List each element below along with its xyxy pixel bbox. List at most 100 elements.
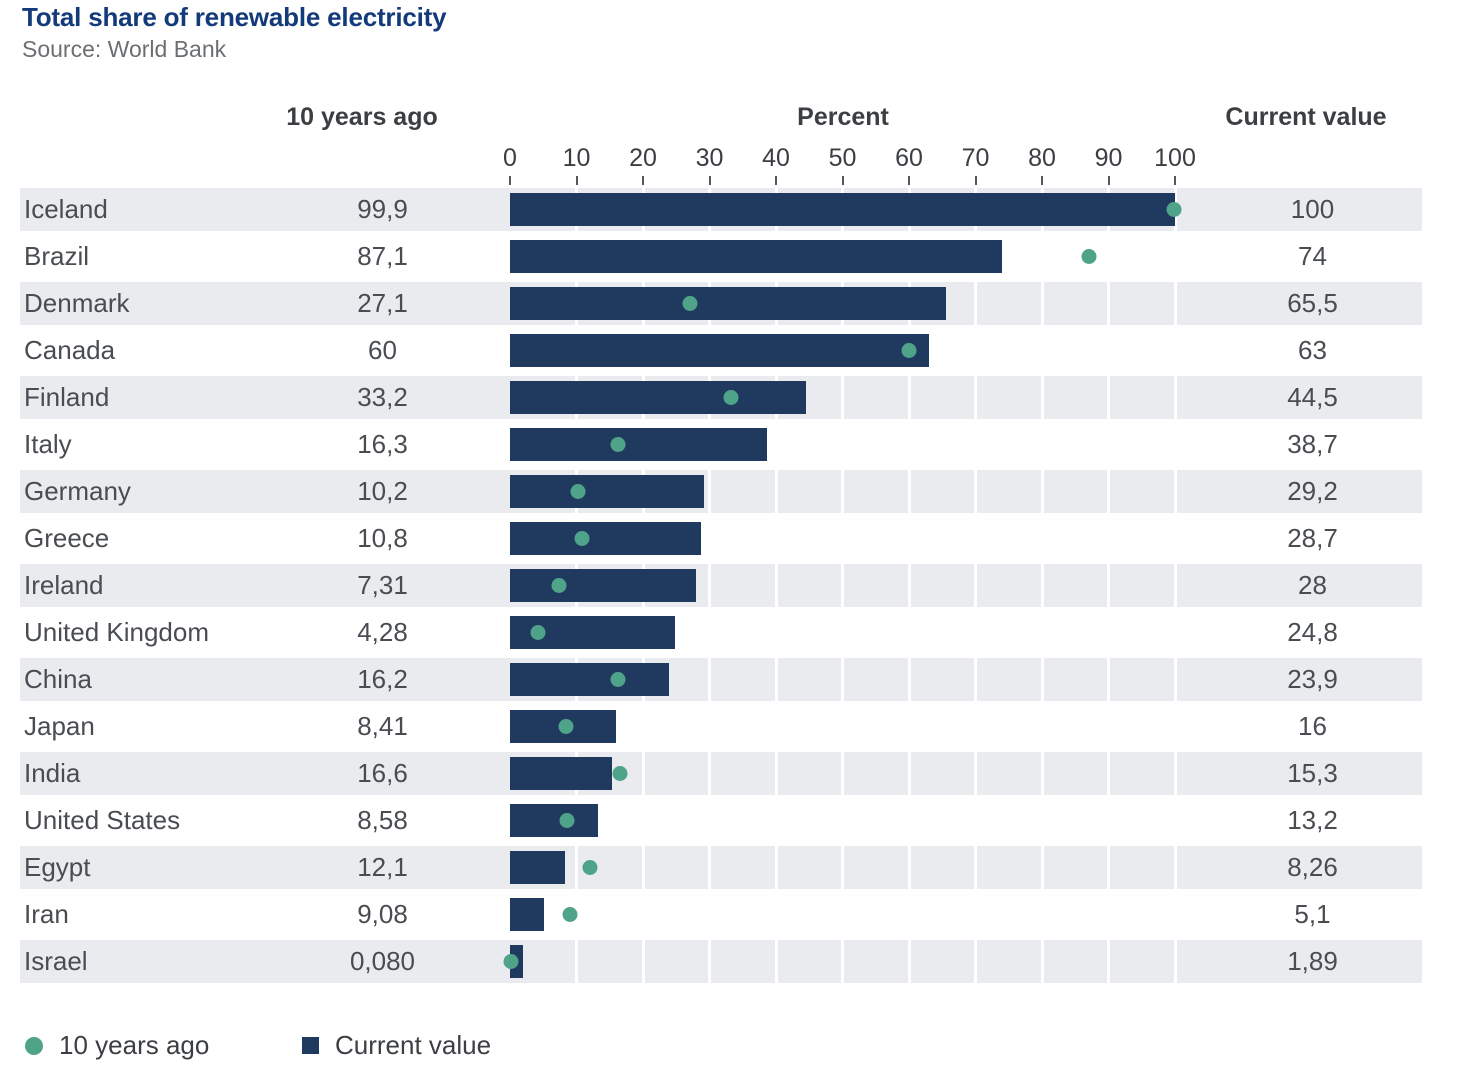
ten-years-ago-dot	[610, 672, 626, 687]
current-value: 1,89	[1287, 946, 1338, 976]
row-plot-area	[510, 891, 1177, 938]
legend-label: 10 years ago	[59, 1030, 210, 1060]
gridline	[1107, 470, 1110, 513]
column-header-percent: Percent	[797, 103, 889, 131]
gridline	[708, 705, 711, 748]
row-plot-area	[510, 703, 1177, 750]
row-plot-area	[510, 844, 1177, 891]
current-value: 8,26	[1287, 852, 1338, 882]
gridline	[1107, 799, 1110, 842]
gridline	[708, 846, 711, 889]
country-label: Finland	[24, 382, 110, 412]
x-axis-tick-label: 100	[1154, 144, 1196, 172]
gridline	[1040, 940, 1044, 983]
row-stripe	[20, 940, 1422, 983]
gridline	[708, 658, 711, 701]
gridline	[1040, 564, 1044, 607]
country-label: Iran	[24, 899, 69, 929]
gridline	[907, 658, 911, 701]
gridline	[774, 705, 778, 748]
row-plot-area	[510, 750, 1177, 797]
ten-years-ago-value: 12,1	[357, 852, 408, 882]
gridline	[974, 893, 977, 936]
gridline	[641, 940, 645, 983]
gridline	[1040, 282, 1044, 325]
dot-marker-icon	[25, 1036, 43, 1055]
ten-years-ago-dot	[562, 907, 578, 922]
country-label: Greece	[24, 523, 110, 553]
gridline	[774, 611, 778, 654]
ten-years-ago-value: 9,08	[357, 899, 408, 929]
ten-years-ago-value: 16,2	[357, 664, 408, 694]
ten-years-ago-dot	[558, 719, 574, 734]
gridline	[907, 423, 911, 466]
row-stripe	[20, 846, 1422, 889]
gridline	[641, 705, 645, 748]
table-row: Israel 0,080 1,89	[0, 938, 1464, 985]
table-row: United States 8,58 13,2	[0, 797, 1464, 844]
current-value: 13,2	[1287, 805, 1338, 835]
gridline	[1173, 470, 1177, 513]
current-value: 38,7	[1287, 429, 1338, 459]
x-axis-tick-mark	[775, 176, 777, 185]
gridline	[974, 705, 977, 748]
current-value: 74	[1298, 241, 1327, 271]
row-plot-area	[510, 656, 1177, 703]
gridline	[708, 517, 711, 560]
gridline	[1107, 564, 1110, 607]
row-plot-area	[510, 797, 1177, 844]
table-row: Japan 8,41 16	[0, 703, 1464, 750]
gridline	[1173, 846, 1177, 889]
current-value-bar	[510, 193, 1175, 226]
x-axis-tick-label: 10	[562, 144, 591, 172]
x-axis-tick-mark	[575, 176, 578, 185]
country-label: Brazil	[24, 241, 90, 271]
x-axis-tick-label: 0	[503, 144, 517, 172]
table-row: Denmark 27,1 65,5	[0, 280, 1464, 327]
gridline	[1040, 752, 1044, 795]
x-axis: 0 10 20 30 40 50 60 70 80 90 100	[0, 144, 1464, 186]
country-label: Iceland	[24, 194, 108, 224]
table-row: Iceland 99,9 100	[0, 186, 1464, 233]
ten-years-ago-value: 10,8	[357, 523, 408, 553]
gridline	[974, 940, 977, 983]
column-header-ten-years-ago: 10 years ago	[286, 103, 438, 131]
gridline	[774, 470, 778, 513]
gridline	[841, 611, 844, 654]
gridline	[974, 611, 977, 654]
gridline	[1173, 423, 1177, 466]
gridline	[708, 470, 711, 513]
current-value-bar	[510, 804, 598, 837]
gridline	[708, 611, 711, 654]
gridline	[1040, 235, 1044, 278]
country-label: Ireland	[24, 570, 104, 600]
gridline	[974, 846, 977, 889]
current-value: 65,5	[1287, 288, 1338, 318]
row-plot-area	[510, 562, 1177, 609]
gridline	[1040, 799, 1044, 842]
ten-years-ago-dot	[682, 296, 698, 311]
row-plot-area	[510, 609, 1177, 656]
gridline	[1107, 235, 1110, 278]
gridline	[1107, 846, 1110, 889]
current-value-bar	[510, 522, 701, 555]
ten-years-ago-value: 16,6	[357, 758, 408, 788]
gridline	[1040, 658, 1044, 701]
gridline	[907, 376, 911, 419]
row-plot-area	[510, 421, 1177, 468]
gridline	[841, 940, 844, 983]
current-value: 24,8	[1287, 617, 1338, 647]
gridline	[1107, 940, 1110, 983]
x-axis-tick-label: 90	[1094, 144, 1123, 172]
country-label: Italy	[24, 429, 72, 459]
row-plot-area	[510, 468, 1177, 515]
current-value: 29,2	[1287, 476, 1338, 506]
country-label: United States	[24, 805, 181, 835]
gridline	[774, 752, 778, 795]
gridline	[641, 799, 645, 842]
x-axis-tick-mark	[908, 176, 910, 185]
table-row: Italy 16,3 38,7	[0, 421, 1464, 468]
gridline	[1173, 376, 1177, 419]
gridline	[575, 940, 578, 983]
